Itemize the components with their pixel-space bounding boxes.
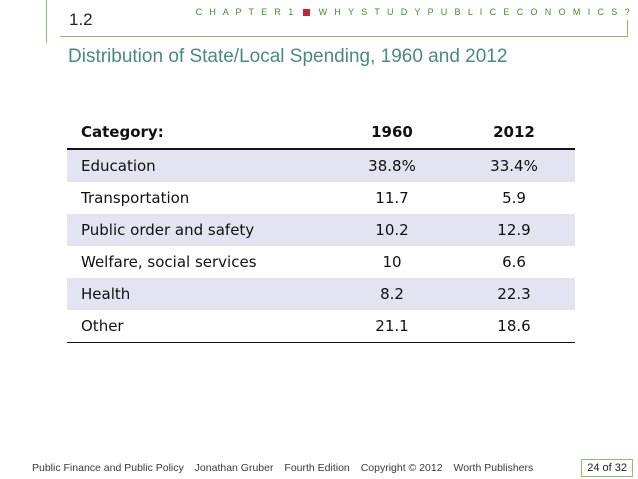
column-header-2012: 2012 <box>453 116 575 150</box>
table-row: Public order and safety 10.2 12.9 <box>67 214 575 246</box>
chapter-subtitle: W H Y S T U D Y P U B L I C E C O N O M … <box>318 7 632 17</box>
row-value-2012: 22.3 <box>453 278 575 310</box>
row-value-1960: 8.2 <box>331 278 453 310</box>
row-category: Health <box>67 278 331 310</box>
row-value-2012: 33.4% <box>453 149 575 182</box>
chapter-label: C H A P T E R 1 <box>195 7 296 17</box>
row-value-2012: 5.9 <box>502 189 526 207</box>
slide-title: Distribution of State/Local Spending, 19… <box>68 46 508 67</box>
table-row: Health 8.2 22.3 <box>67 278 575 310</box>
table-row: Welfare, social services 10 6.6 <box>67 246 575 278</box>
footer-citation: Public Finance and Public Policy Jonatha… <box>32 462 541 474</box>
table-row: Education 38.8% 33.4% <box>67 149 575 182</box>
chapter-marker-icon <box>302 8 310 16</box>
row-category: Education <box>67 149 331 182</box>
left-vertical-rule <box>46 0 47 43</box>
row-category: Welfare, social services <box>81 253 257 271</box>
column-header-1960: 1960 <box>331 116 453 150</box>
row-value-1960: 11.7 <box>375 189 409 207</box>
row-value-2012: 18.6 <box>453 310 575 343</box>
row-value-2012: 12.9 <box>453 214 575 246</box>
spending-table: Category: 1960 2012 Education 38.8% 33.4… <box>67 116 575 343</box>
footer-edition: Fourth Edition <box>284 462 350 474</box>
table-row: Other 21.1 18.6 <box>67 310 575 343</box>
page-indicator: 24 of 32 <box>581 459 633 477</box>
footer-book-title: Public Finance and Public Policy <box>32 462 184 474</box>
header-horizontal-rule <box>60 36 627 37</box>
table-row: Transportation 11.7 5.9 <box>67 182 575 214</box>
row-value-1960: 21.1 <box>331 310 453 343</box>
section-number: 1.2 <box>69 10 93 29</box>
row-category: Public order and safety <box>67 214 331 246</box>
column-header-category: Category: <box>67 116 331 150</box>
table-header-row: Category: 1960 2012 <box>67 116 575 150</box>
right-vertical-rule <box>627 20 628 37</box>
row-value-1960: 38.8% <box>331 149 453 182</box>
row-category: Other <box>67 310 331 343</box>
footer-author: Jonathan Gruber <box>194 462 274 474</box>
footer-publisher: Worth Publishers <box>453 462 534 474</box>
row-value-1960: 10 <box>382 253 402 271</box>
footer-copyright: Copyright © 2012 <box>360 462 443 474</box>
row-value-2012: 6.6 <box>502 253 526 271</box>
chapter-header: C H A P T E R 1 W H Y S T U D Y P U B L … <box>196 7 632 17</box>
row-value-1960: 10.2 <box>331 214 453 246</box>
row-category: Transportation <box>81 189 190 207</box>
